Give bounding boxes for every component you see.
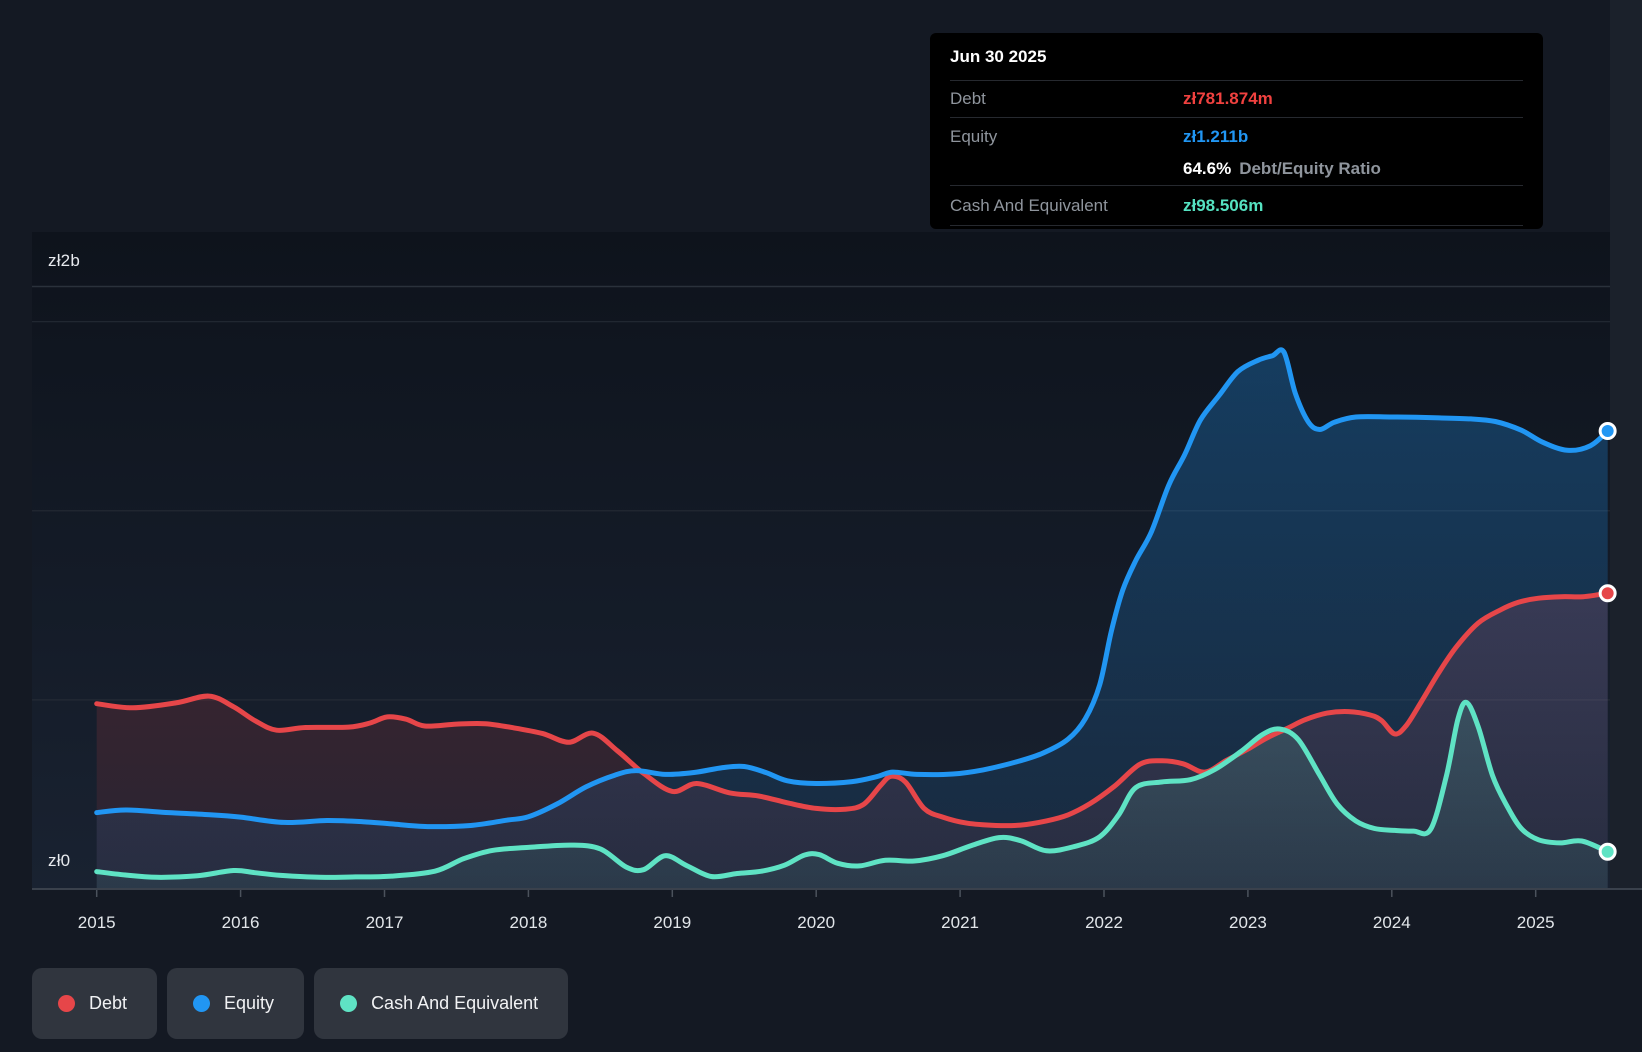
tooltip-value-debt: zł781.874m xyxy=(1183,89,1273,108)
equity-area xyxy=(96,349,1608,890)
x-axis-label: 2023 xyxy=(1229,913,1267,932)
tooltip-row-cash: Cash And Equivalent zł98.506m xyxy=(950,186,1523,226)
tooltip-date: Jun 30 2025 xyxy=(950,33,1523,81)
cash-and-equivalent-area xyxy=(96,702,1608,889)
legend-item-debt[interactable]: Debt xyxy=(32,968,158,1039)
equity-line xyxy=(94,347,1611,830)
tooltip-ratio-value: 64.6% xyxy=(1183,159,1232,178)
x-axis-label: 2025 xyxy=(1517,913,1555,932)
legend-item-label: Equity xyxy=(224,993,275,1013)
tooltip-ratio-label: Debt/Equity Ratio xyxy=(1239,159,1381,178)
balance-sheet-history-chart[interactable]: 2015 2016 2017 2018 2019 2020 2021 2022 2023 2024… xyxy=(0,0,1642,945)
cash-and-equivalent-endpoint-marker xyxy=(1598,842,1617,861)
y-axis-label-max: zł2b xyxy=(48,251,80,270)
future-margin-strip xyxy=(1610,0,1642,889)
x-axis-label: 2020 xyxy=(797,913,835,932)
cash-series-dot-icon xyxy=(340,995,358,1012)
tooltip-row-debt: Debt zł781.874m xyxy=(950,81,1523,118)
debt-series-dot-icon xyxy=(58,995,75,1012)
x-axis-label: 2016 xyxy=(222,913,260,932)
tooltip-label-equity: Equity xyxy=(950,126,998,146)
legend-item-cash[interactable]: Cash And Equivalent xyxy=(314,968,569,1039)
legend-item-label: Debt xyxy=(89,993,128,1013)
x-axis-label: 2024 xyxy=(1373,913,1411,932)
x-axis-label: 2017 xyxy=(366,913,404,932)
legend-item-equity[interactable]: Equity xyxy=(167,968,305,1039)
x-axis-label: 2015 xyxy=(78,913,116,932)
tooltip-label-debt: Debt xyxy=(950,89,986,108)
tooltip-value-cash: zł98.506m xyxy=(1183,195,1264,215)
x-axis-label: 2022 xyxy=(1085,913,1123,932)
tooltip-value-equity: zł1.211b xyxy=(1183,126,1249,146)
legend-item-label: Cash And Equivalent xyxy=(371,993,539,1013)
equity-endpoint-marker xyxy=(1598,421,1617,440)
x-axis-label: 2018 xyxy=(509,913,547,932)
chart-legend: Debt Equity Cash And Equivalent xyxy=(32,968,569,1039)
debt-line xyxy=(94,590,1611,829)
tooltip-row-equity: Equity zł1.211b xyxy=(950,118,1523,153)
y-axis-label-zero: zł0 xyxy=(48,851,71,870)
equity-series-dot-icon xyxy=(193,995,211,1012)
x-axis-label: 2021 xyxy=(941,913,979,932)
tooltip-row-ratio: 64.6% Debt/Equity Ratio xyxy=(950,153,1523,186)
debt-endpoint-marker xyxy=(1598,584,1617,603)
tooltip-label-cash: Cash And Equivalent xyxy=(950,195,1108,215)
cash-and-equivalent-line xyxy=(94,699,1611,880)
x-axis-label: 2019 xyxy=(653,913,691,932)
chart-tooltip: Jun 30 2025 Debt zł781.874m Equity zł1.2… xyxy=(930,33,1543,229)
